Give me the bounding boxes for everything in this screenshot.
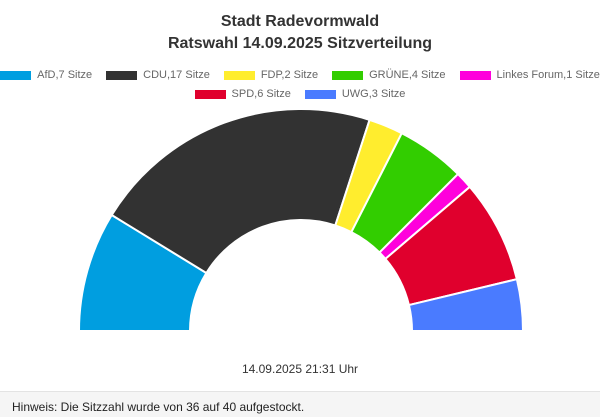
legend-item[interactable]: Linkes Forum,1 Sitze (459, 69, 600, 81)
note-text: Hinweis: Die Sitzzahl wurde von 36 auf 4… (12, 400, 305, 414)
seat-segment-cdu[interactable] (110, 108, 371, 275)
legend-label: FDP,2 Sitze (260, 69, 319, 81)
chart-title: Stadt Radevormwald (220, 13, 380, 30)
footer-note: Hinweis: Die Sitzzahl wurde von 36 auf 4… (0, 391, 600, 417)
legend-label: CDU,17 Sitze (143, 69, 210, 81)
legend-swatch (106, 70, 138, 80)
legend-label: GRÜNE,4 Sitze (369, 69, 446, 81)
timestamp: 14.09.2025 21:31 Uhr (241, 362, 359, 376)
legend-item[interactable]: AfD,7 Sitze (0, 69, 92, 81)
legend-swatch (0, 70, 32, 80)
seat-segment-uwg[interactable] (407, 277, 525, 332)
legend-label: AfD,7 Sitze (37, 69, 93, 81)
legend-row-2: SPD,6 Sitze UWG,3 Sitze (0, 88, 600, 100)
legend-item[interactable]: FDP,2 Sitze (223, 69, 319, 81)
legend-swatch (459, 70, 491, 80)
legend-label: SPD,6 Sitze (231, 88, 291, 100)
legend-label: UWG,3 Sitze (341, 88, 406, 100)
legend-item[interactable]: SPD,6 Sitze (194, 88, 291, 100)
legend-swatch (304, 89, 336, 99)
legend-item[interactable]: UWG,3 Sitze (304, 88, 406, 100)
legend-swatch (194, 89, 226, 99)
legend-item[interactable]: CDU,17 Sitze (106, 69, 210, 81)
chart-subtitle: Ratswahl 14.09.2025 Sitzverteilung (167, 35, 433, 52)
legend-swatch (223, 70, 255, 80)
legend-item[interactable]: GRÜNE,4 Sitze (332, 69, 446, 81)
legend-label: Linkes Forum,1 Sitze (496, 69, 600, 81)
legend-swatch (332, 70, 364, 80)
legend-row-1: AfD,7 Sitze CDU,17 Sitze FDP,2 Sitze GRÜNE,… (0, 69, 600, 81)
